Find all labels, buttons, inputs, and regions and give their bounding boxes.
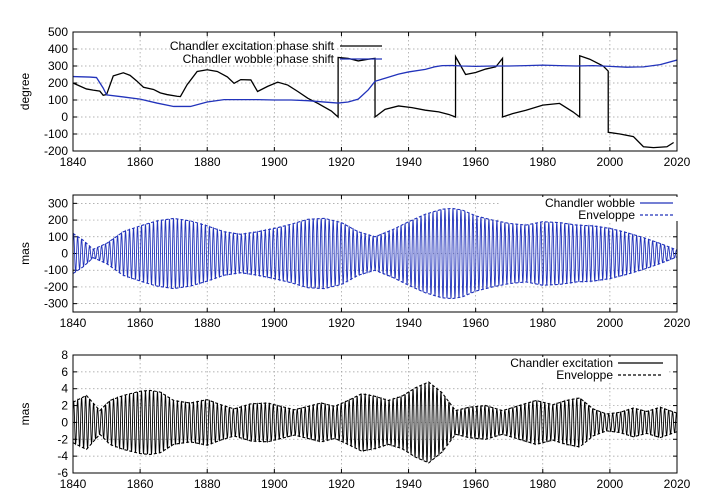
legend-label: Enveloppe (556, 368, 613, 382)
x-tick-label: 1860 (127, 477, 154, 491)
y-tick-label: 400 (48, 42, 68, 56)
chart-panel-3: 1840 1860 1880 1900 1920 1940 1960 1980 2000 2020… (18, 348, 691, 491)
legend-label: Chandler excitation (510, 356, 613, 370)
series-line-envelope-upper (73, 381, 677, 415)
y-tick-label: 4 (61, 382, 68, 396)
series-line-envelope-upper (73, 207, 677, 251)
legend-label: Chandler wobble phase shift (183, 52, 335, 66)
y-tick-label: 0 (61, 110, 68, 124)
plot-area (73, 381, 677, 464)
x-tick-label: 1960 (462, 316, 489, 330)
x-tick-label: 1920 (328, 316, 355, 330)
y-tick-label: 2 (61, 399, 68, 413)
gridlines (73, 32, 677, 151)
y-tick-label: -200 (44, 280, 68, 294)
x-tick-label: 1960 (462, 477, 489, 491)
x-tick-label: 1840 (60, 477, 87, 491)
x-tick-label: 1840 (60, 316, 87, 330)
x-tick-label: 1840 (60, 155, 87, 169)
legend-background (478, 369, 669, 381)
x-tick-label: 1980 (529, 477, 556, 491)
series-line-envelope-lower (73, 256, 677, 300)
plot-frame (72, 354, 678, 474)
y-tick-label: 500 (48, 25, 68, 39)
y-tick-label: 100 (48, 230, 68, 244)
y-axis-label: mas (18, 403, 32, 426)
x-tick-label: 2000 (597, 316, 624, 330)
x-tick-label: 1860 (127, 316, 154, 330)
y-tick-label: -100 (44, 127, 68, 141)
y-tick-label: 300 (48, 59, 68, 73)
x-tick-label: 2000 (597, 477, 624, 491)
series-line-envelope-lower (73, 430, 677, 464)
x-tick-label: 1940 (395, 477, 422, 491)
plot-frame (72, 194, 678, 313)
legend-label: Chandler wobble (545, 196, 635, 210)
plot-frame (72, 31, 678, 152)
x-tick-label: 1980 (529, 316, 556, 330)
x-tick-label: 2020 (664, 155, 691, 169)
x-tick-label: 1900 (261, 477, 288, 491)
y-tick-label: -100 (44, 263, 68, 277)
y-tick-label: 200 (48, 76, 68, 90)
y-tick-label: 0 (61, 415, 68, 429)
x-tick-label: 1940 (395, 316, 422, 330)
x-tick-label: 1860 (127, 155, 154, 169)
chart-panel-2: 1840 1860 1880 1900 1920 1940 1960 1980 2000 2020… (18, 194, 691, 330)
legend-label: Enveloppe (578, 208, 635, 222)
y-axis-label: degree (18, 72, 32, 110)
y-tick-label: 6 (61, 365, 68, 379)
legend-background (500, 197, 679, 209)
x-tick-label: 1900 (261, 316, 288, 330)
y-tick-label: 300 (48, 196, 68, 210)
x-tick-label: 1960 (462, 155, 489, 169)
y-tick-label: 0 (61, 247, 68, 261)
series-line-wobble-phase-shift (73, 59, 677, 108)
x-tick-label: 1920 (328, 477, 355, 491)
x-tick-label: 1880 (194, 477, 221, 491)
x-tick-label: 1880 (194, 316, 221, 330)
x-tick-label: 2000 (597, 155, 624, 169)
y-axis-label: mas (18, 242, 32, 265)
legend-background (500, 209, 679, 221)
x-tick-label: 2020 (664, 316, 691, 330)
x-tick-label: 1900 (261, 155, 288, 169)
y-tick-label: 200 (48, 213, 68, 227)
x-tick-label: 1940 (395, 155, 422, 169)
plot-area (73, 207, 677, 300)
x-tick-label: 1920 (328, 155, 355, 169)
y-tick-label: -2 (57, 432, 68, 446)
y-tick-label: -300 (44, 297, 68, 311)
y-tick-label: 100 (48, 93, 68, 107)
y-tick-label: -4 (57, 449, 68, 463)
legend: Chandler excitation phase shiftChandler … (170, 39, 382, 66)
legend-label: Chandler excitation phase shift (170, 39, 335, 53)
x-tick-label: 1880 (194, 155, 221, 169)
legend-background (478, 357, 669, 369)
y-tick-label: -6 (57, 466, 68, 480)
x-tick-label: 1980 (529, 155, 556, 169)
y-tick-label: -200 (44, 144, 68, 158)
x-tick-label: 2020 (664, 477, 691, 491)
chart-panel-1: 1840 1860 1880 1900 1920 1940 1960 1980 2000 2020… (18, 25, 691, 169)
y-tick-label: 8 (61, 348, 68, 362)
